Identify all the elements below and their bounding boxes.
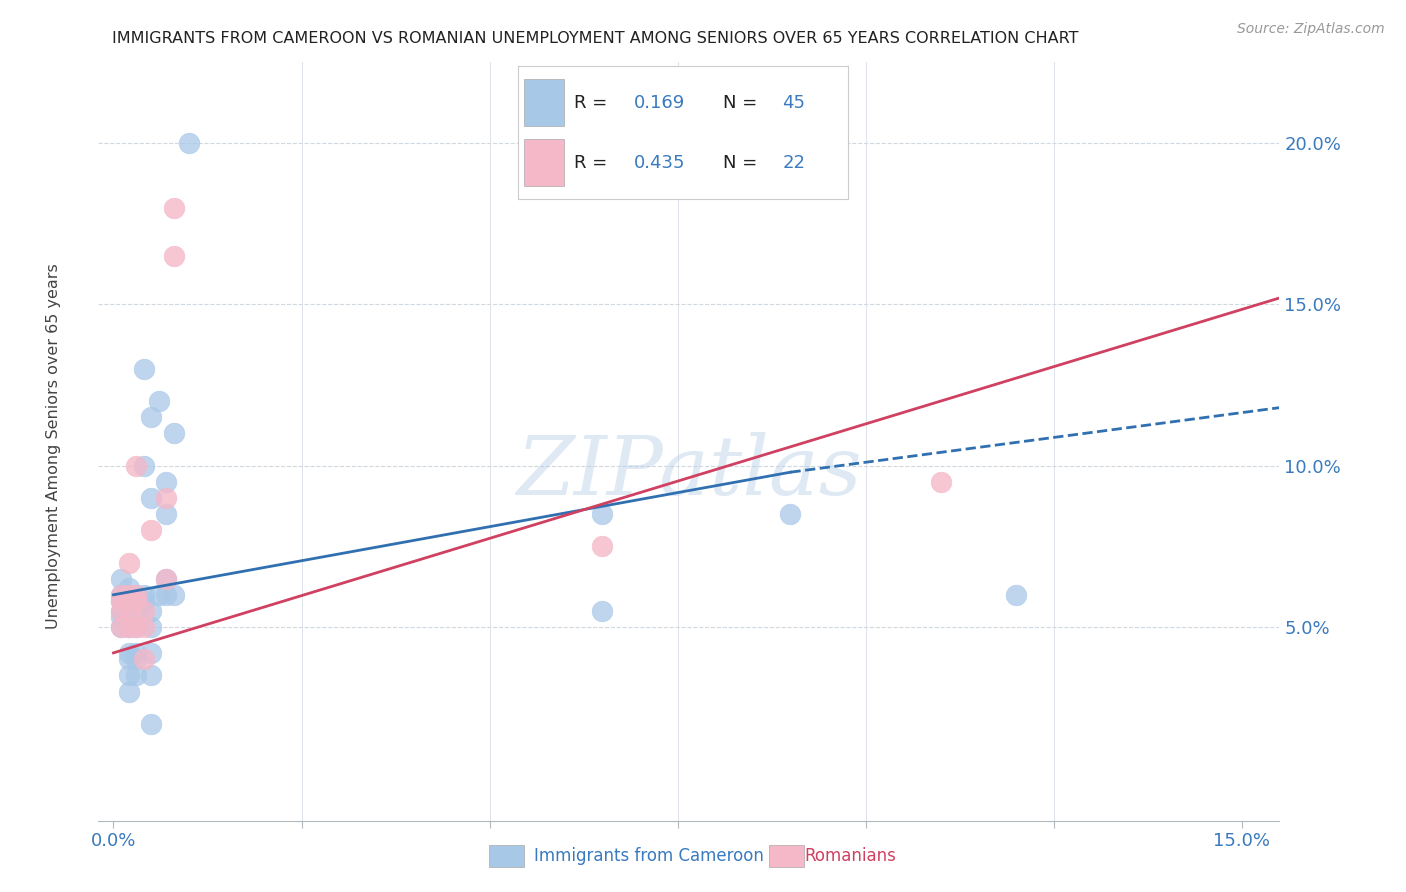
Point: [163, 588, 186, 602]
Point: [155, 572, 177, 586]
Point: [125, 604, 148, 618]
Point: [155, 491, 177, 505]
Point: [110, 604, 132, 618]
Point: [125, 594, 148, 608]
Point: [110, 594, 132, 608]
Point: [117, 588, 139, 602]
Point: [117, 556, 139, 570]
Point: [125, 588, 148, 602]
Point: [110, 620, 132, 634]
Text: IMMIGRANTS FROM CAMEROON VS ROMANIAN UNEMPLOYMENT AMONG SENIORS OVER 65 YEARS CO: IMMIGRANTS FROM CAMEROON VS ROMANIAN UNE…: [112, 31, 1078, 46]
Point: [125, 594, 148, 608]
Point: [163, 201, 186, 215]
Point: [132, 594, 155, 608]
Point: [163, 426, 186, 441]
Point: [591, 604, 613, 618]
Point: [139, 491, 162, 505]
Point: [779, 507, 801, 521]
Point: [117, 582, 139, 596]
Point: [139, 604, 162, 618]
Point: [132, 458, 155, 473]
Text: Source: ZipAtlas.com: Source: ZipAtlas.com: [1237, 22, 1385, 37]
Point: [155, 572, 177, 586]
Text: ZIPatlas: ZIPatlas: [516, 432, 862, 512]
Point: [125, 652, 148, 666]
Point: [110, 572, 132, 586]
Point: [132, 652, 155, 666]
Point: [117, 652, 139, 666]
Point: [110, 588, 132, 602]
Point: [132, 362, 155, 376]
Point: [132, 588, 155, 602]
Point: [117, 620, 139, 634]
Point: [139, 523, 162, 537]
Point: [117, 598, 139, 612]
Point: [125, 588, 148, 602]
Point: [117, 620, 139, 634]
Point: [155, 507, 177, 521]
Text: Romanians: Romanians: [804, 847, 896, 865]
Point: [163, 249, 186, 263]
Point: [125, 620, 148, 634]
Text: Unemployment Among Seniors over 65 years: Unemployment Among Seniors over 65 years: [46, 263, 60, 629]
Point: [110, 594, 132, 608]
Point: [139, 646, 162, 660]
Point: [139, 668, 162, 682]
Point: [117, 604, 139, 618]
Point: [132, 620, 155, 634]
Point: [929, 475, 952, 489]
Point: [139, 620, 162, 634]
Point: [110, 610, 132, 624]
Point: [177, 136, 200, 150]
Point: [132, 604, 155, 618]
Point: [117, 646, 139, 660]
Point: [110, 620, 132, 634]
Point: [155, 475, 177, 489]
Point: [1005, 588, 1028, 602]
Point: [125, 668, 148, 682]
Point: [139, 716, 162, 731]
Point: [591, 540, 613, 554]
Point: [110, 588, 132, 602]
Point: [591, 507, 613, 521]
Text: Immigrants from Cameroon: Immigrants from Cameroon: [534, 847, 763, 865]
Point: [148, 394, 170, 409]
Point: [117, 588, 139, 602]
Point: [125, 646, 148, 660]
Point: [125, 620, 148, 634]
Point: [110, 604, 132, 618]
Point: [148, 588, 170, 602]
Point: [117, 668, 139, 682]
Point: [155, 588, 177, 602]
Point: [125, 458, 148, 473]
Point: [117, 684, 139, 698]
Point: [139, 410, 162, 425]
